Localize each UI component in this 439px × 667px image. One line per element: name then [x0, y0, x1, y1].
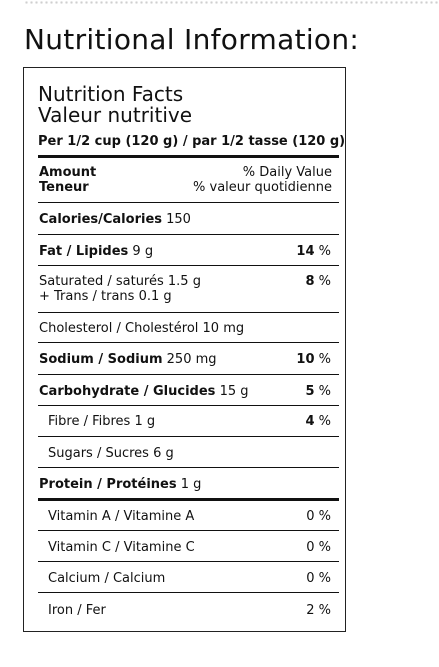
divider — [38, 561, 339, 562]
dotted-divider — [24, 0, 439, 6]
divider — [38, 374, 339, 375]
sugars-label: Sugars / Sucres 6 g — [48, 446, 174, 461]
divider — [38, 312, 339, 313]
divider — [38, 467, 339, 468]
divider — [38, 265, 339, 266]
saturated-label: Saturated / saturés 1.5 g — [39, 274, 201, 289]
divider — [38, 342, 339, 343]
sodium-daily-value: 10 % — [296, 352, 331, 367]
carbohydrate-daily-value: 5 % — [305, 384, 331, 399]
amount-label-fr: Teneur — [39, 180, 89, 195]
fat-daily-value: 14 % — [296, 244, 331, 259]
calcium-daily-value: 0 % — [306, 571, 331, 586]
divider — [38, 202, 339, 203]
title-french: Valeur nutritive — [38, 103, 193, 127]
iron-label: Iron / Fer — [48, 603, 106, 618]
iron-daily-value: 2 % — [306, 603, 331, 618]
daily-value-label-en: % Daily Value — [242, 165, 332, 180]
divider — [38, 592, 339, 593]
divider — [38, 405, 339, 406]
sodium-row: Sodium / Sodium 250 mg — [39, 352, 217, 367]
fat-label: Fat / Lipides — [39, 244, 129, 259]
divider — [38, 530, 339, 531]
protein-label: Protein / Protéines — [39, 477, 177, 492]
trans-label: + Trans / trans 0.1 g — [39, 289, 172, 304]
page-title: Nutritional Information: — [24, 23, 360, 56]
fibre-daily-value: 4 % — [305, 414, 331, 429]
calories-value: 150 — [166, 212, 191, 227]
thick-divider — [38, 498, 339, 501]
protein-amount: 1 g — [180, 477, 202, 492]
saturated-daily-value: 8 % — [305, 274, 331, 289]
serving-size: Per 1/2 cup (120 g) / par 1/2 tasse (120… — [38, 134, 346, 149]
title-english: Nutrition Facts — [38, 82, 184, 106]
sodium-label: Sodium / Sodium — [39, 352, 163, 367]
carbohydrate-label: Carbohydrate / Glucides — [39, 384, 216, 399]
divider — [38, 436, 339, 437]
vitamin-c-daily-value: 0 % — [306, 540, 331, 555]
fibre-label: Fibre / Fibres 1 g — [48, 414, 156, 429]
daily-value-label-fr: % valeur quotidienne — [193, 180, 332, 195]
amount-header: Amount Teneur — [39, 165, 96, 195]
fat-row: Fat / Lipides 9 g — [39, 244, 153, 259]
calories-row: Calories/Calories 150 — [39, 212, 191, 227]
protein-row: Protein / Protéines 1 g — [39, 477, 201, 492]
vitamin-a-label: Vitamin A / Vitamine A — [48, 509, 195, 524]
amount-label-en: Amount — [39, 165, 97, 180]
nutrition-facts-panel: Nutrition Facts Valeur nutritive Per 1/2… — [23, 67, 346, 632]
calories-label: Calories/Calories — [39, 212, 162, 227]
saturated-trans-row: Saturated / saturés 1.5 g + Trans / tran… — [39, 274, 201, 304]
carbohydrate-amount: 15 g — [219, 384, 249, 399]
thick-divider — [38, 155, 339, 158]
calcium-label: Calcium / Calcium — [48, 571, 166, 586]
fat-amount: 9 g — [132, 244, 154, 259]
carbohydrate-row: Carbohydrate / Glucides 15 g — [39, 384, 249, 399]
vitamin-a-daily-value: 0 % — [306, 509, 331, 524]
sodium-amount: 250 mg — [166, 352, 217, 367]
divider — [38, 234, 339, 235]
cholesterol-label: Cholesterol / Cholestérol 10 mg — [39, 321, 245, 336]
vitamin-c-label: Vitamin C / Vitamine C — [48, 540, 195, 555]
daily-value-header: % Daily Value % valeur quotidienne — [193, 165, 332, 195]
